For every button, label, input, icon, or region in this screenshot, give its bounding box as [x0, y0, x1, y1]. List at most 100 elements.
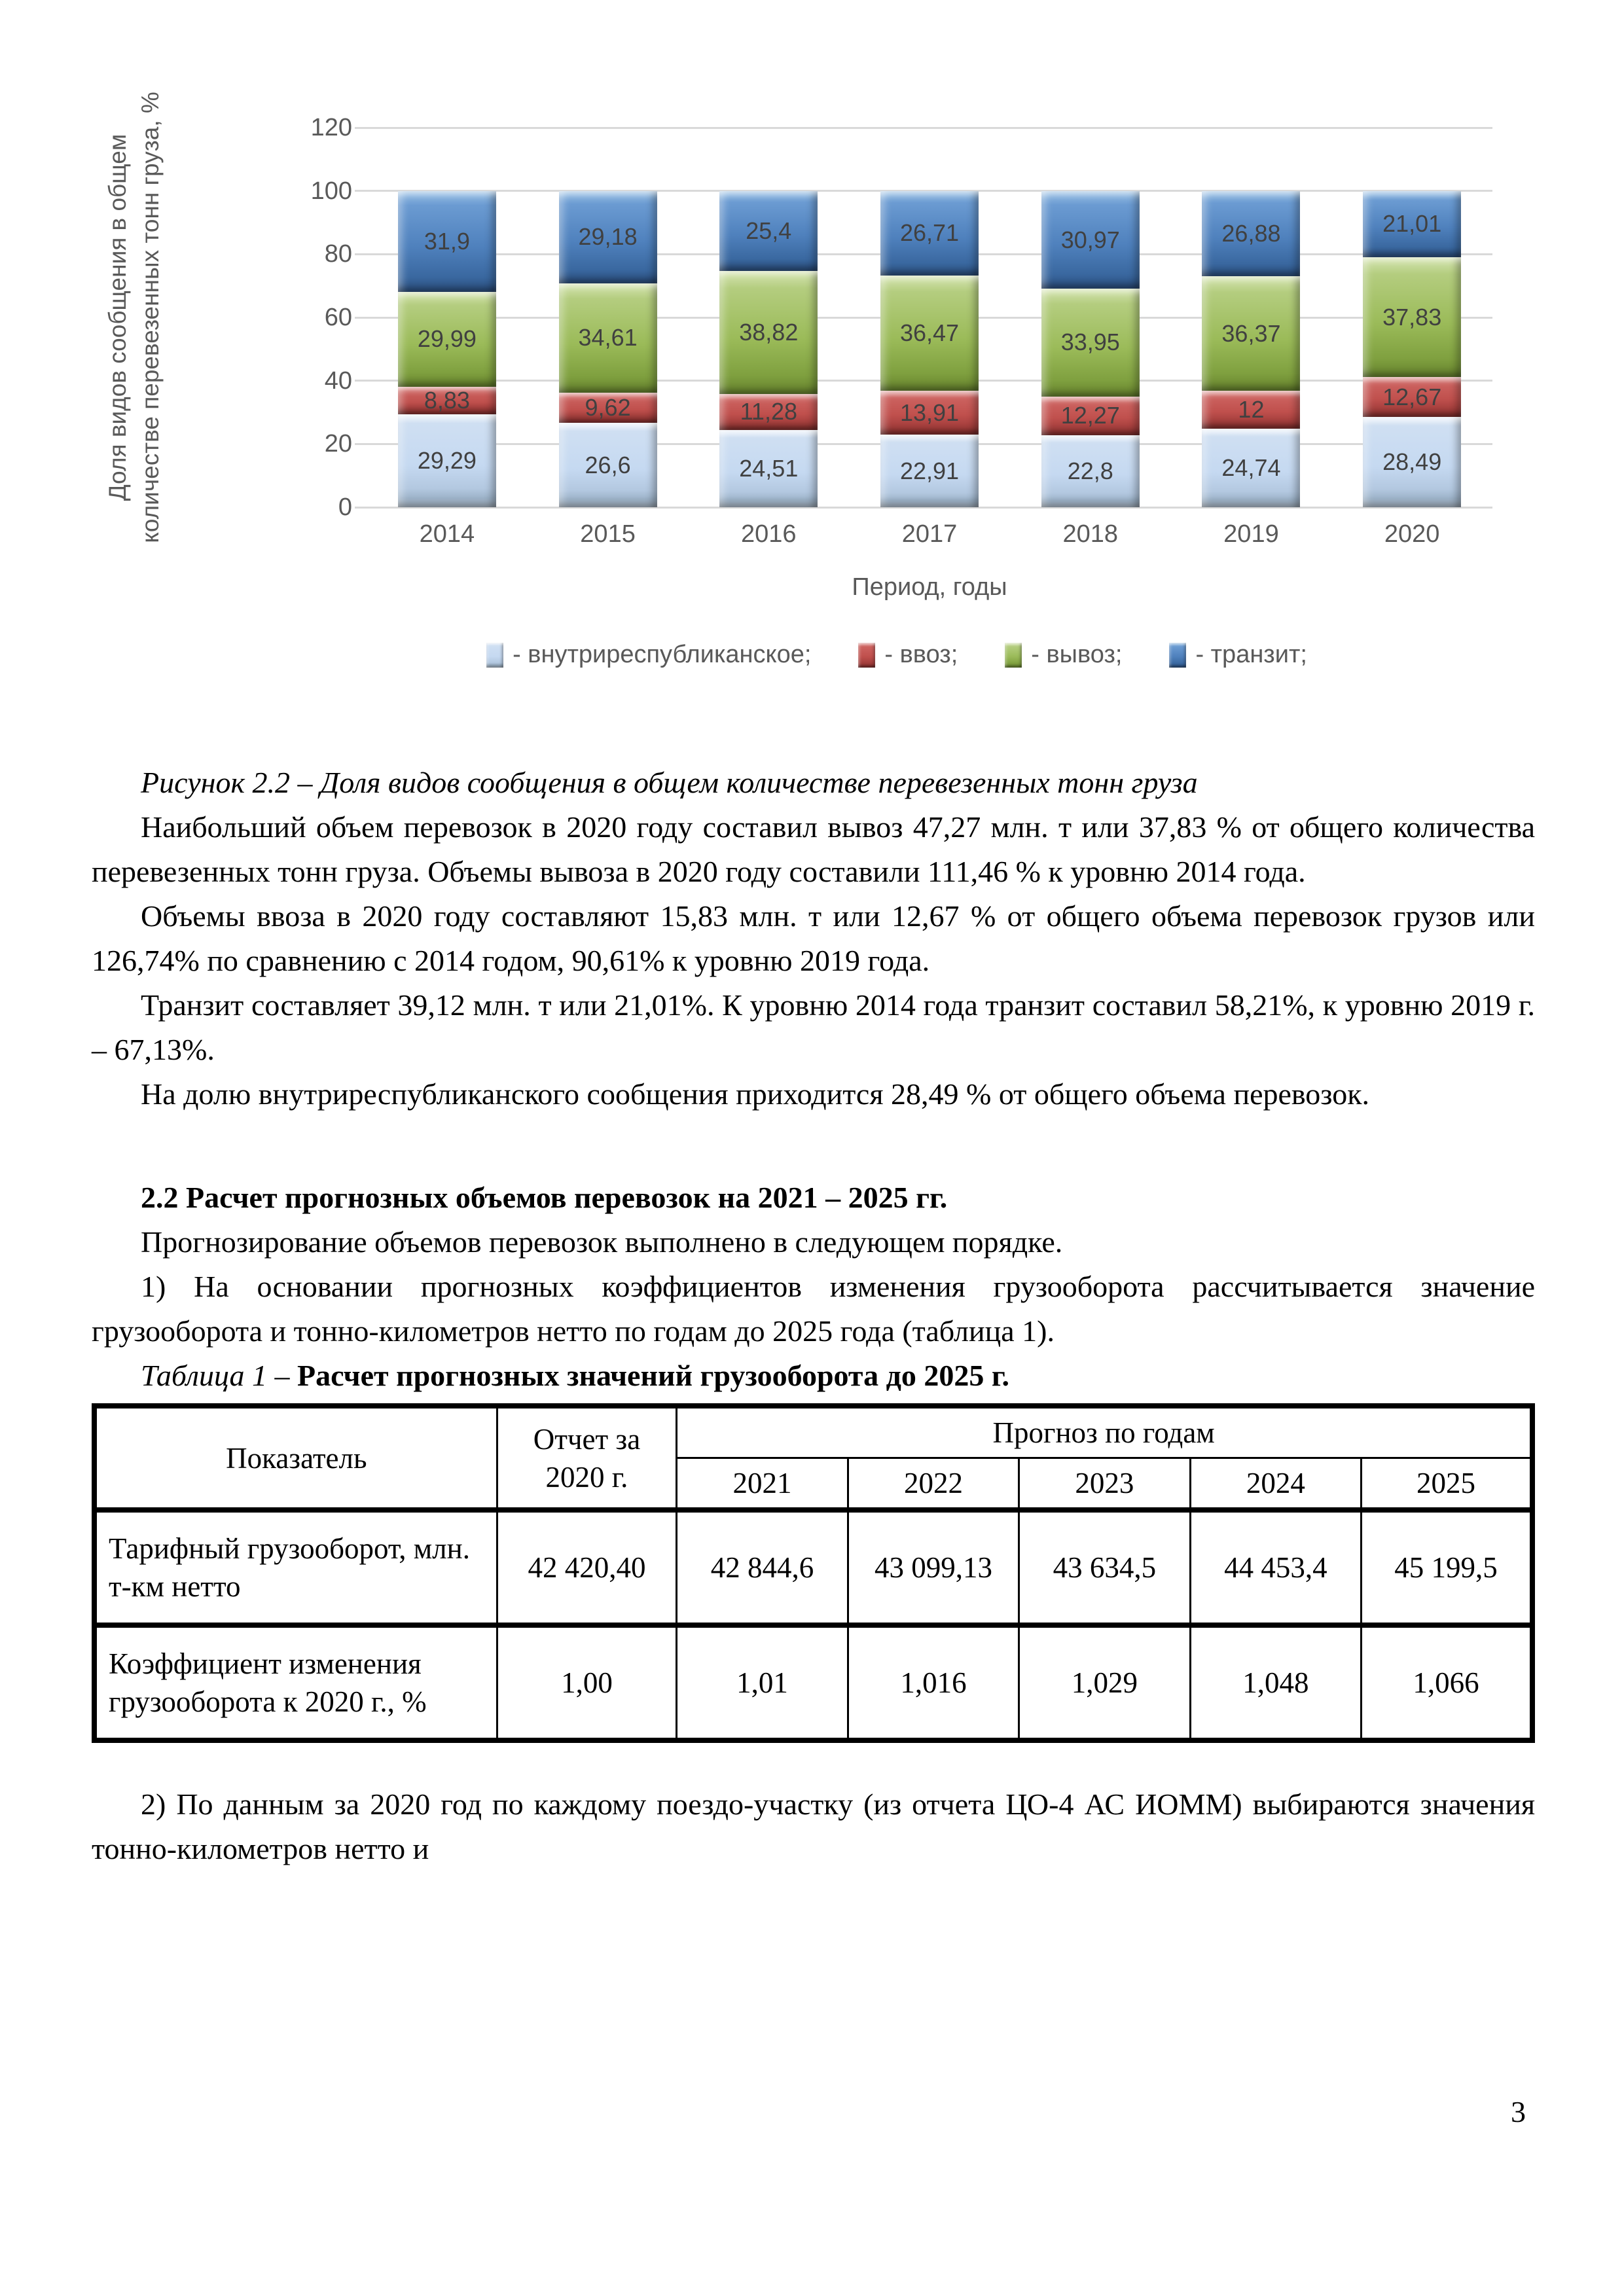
- section-heading: 2.2 Расчет прогнозных объемов перевозок …: [141, 1181, 948, 1214]
- x-tick-label: 2017: [901, 520, 958, 548]
- bar-segment-ввоз: 11,28: [719, 394, 818, 430]
- header-year: 2022: [846, 1457, 1020, 1511]
- bars: 31,9 29,99 8,83 29,29 29,18 34,61 9,62 26,6 25,4…: [367, 128, 1492, 507]
- x-tick-label: 2018: [1062, 520, 1118, 548]
- document-body: Рисунок 2.2 – Доля видов сообщения в общ…: [92, 761, 1535, 1871]
- bar-segment-внутриреспубликанское: 22,91: [880, 435, 979, 507]
- header-indicator: Показатель: [93, 1405, 498, 1511]
- header-year: 2023: [1018, 1457, 1191, 1511]
- bar-2016: 25,4 38,82 11,28 24,51: [688, 128, 849, 507]
- cell-value: 43 099,13: [846, 1507, 1020, 1626]
- bar-value-label: 13,91: [899, 399, 960, 426]
- y-axis-title-line1: Доля видов сообщения в общем: [104, 134, 131, 501]
- x-tick-label: 2014: [419, 520, 475, 548]
- bar-segment-транзит: 29,18: [558, 190, 657, 283]
- paragraph: Объемы ввоза в 2020 году составляют 15,8…: [92, 899, 1535, 977]
- bar-value-label: 36,47: [899, 319, 960, 346]
- bar-value-label: 22,91: [899, 457, 960, 484]
- bar-value-label: 30,97: [1060, 226, 1120, 253]
- header-forecast: Прогноз по годам: [676, 1405, 1534, 1459]
- legend-marker-vnutrirespublikanskoe-icon: [486, 642, 504, 668]
- bar-segment-вывоз: 38,82: [719, 271, 818, 395]
- legend-marker-vvoz-icon: [858, 642, 876, 668]
- y-tick-label: 40: [324, 367, 352, 395]
- bar-segment-внутриреспубликанское: 22,8: [1041, 435, 1140, 507]
- legend-marker-tranzit-icon: [1169, 642, 1187, 668]
- x-axis-title: Период, годы: [852, 573, 1007, 601]
- cell-value: 1,00: [496, 1623, 678, 1742]
- y-axis: 0 20 40 60 80 100 120: [170, 115, 367, 520]
- x-tick-label: 2015: [580, 520, 636, 548]
- legend-item: - транзит;: [1169, 641, 1307, 669]
- bar-segment-транзит: 21,01: [1363, 190, 1462, 258]
- bar-value-label: 29,99: [417, 325, 477, 353]
- page-number: 3: [1511, 2095, 1526, 2128]
- bar-value-label: 24,74: [1221, 454, 1281, 482]
- paragraph: 2) По данным за 2020 год по каждому поез…: [92, 1787, 1535, 1865]
- bar-2019: 26,88 36,37 12 24,74: [1171, 128, 1332, 507]
- y-axis-title: Доля видов сообщения в общем количестве …: [98, 92, 170, 543]
- legend-marker-vyvoz-icon: [1005, 642, 1022, 668]
- x-axis-labels: 2014 2015 2016 2017 2018 2019 2020: [367, 520, 1492, 548]
- legend-item: - внутриреспубликанское;: [486, 641, 811, 669]
- legend-label: - внутриреспубликанское;: [513, 641, 812, 668]
- table-years-row: 2021 2022 2023 2024 2025: [94, 1457, 1534, 1511]
- y-tick-label: 80: [324, 240, 352, 268]
- gridline: [355, 126, 1492, 129]
- bar-segment-транзит: 26,88: [1202, 190, 1301, 276]
- bar-segment-ввоз: 13,91: [880, 391, 979, 435]
- bar-segment-вывоз: 36,47: [880, 275, 979, 391]
- bar-2018: 30,97 33,95 12,27 22,8: [1010, 128, 1171, 507]
- bar-value-label: 11,28: [740, 398, 797, 425]
- legend-label: - вывоз;: [1031, 641, 1123, 668]
- header-report-2020: Отчет за 2020 г.: [496, 1405, 678, 1511]
- forecast-table: Показатель Отчет за 2020 г. Прогноз по г…: [92, 1403, 1535, 1743]
- table-row: Тарифный грузооборот, млн. т-км нетто 42…: [93, 1507, 1534, 1626]
- bar-value-label: 26,71: [899, 219, 960, 247]
- bar-segment-вывоз: 36,37: [1202, 276, 1301, 391]
- bar-segment-внутриреспубликанское: 24,51: [719, 429, 818, 507]
- bar-value-label: 29,18: [578, 223, 638, 251]
- cell-value: 1,066: [1360, 1623, 1534, 1742]
- legend-label: - транзит;: [1195, 641, 1307, 668]
- y-tick-label: 60: [324, 304, 352, 331]
- x-tick-label: 2020: [1384, 520, 1440, 548]
- bar-value-label: 38,82: [739, 319, 799, 346]
- bar-segment-транзит: 31,9: [397, 190, 496, 292]
- cell-value: 1,01: [676, 1623, 849, 1742]
- y-tick-label: 120: [310, 114, 352, 141]
- table-caption-number: Таблица 1 –: [141, 1359, 298, 1392]
- bar-2017: 26,71 36,47 13,91 22,91: [849, 128, 1010, 507]
- bar-value-label: 28,49: [1382, 448, 1442, 476]
- bar-value-label: 21,01: [1382, 210, 1442, 238]
- bar-segment-ввоз: 12: [1202, 391, 1301, 429]
- bar-value-label: 34,61: [578, 324, 638, 351]
- chart-legend: - внутриреспубликанское; - ввоз; - вывоз…: [301, 641, 1492, 669]
- cell-value: 43 634,5: [1018, 1507, 1191, 1626]
- cell-value: 45 199,5: [1360, 1507, 1534, 1626]
- header-year: 2024: [1189, 1457, 1363, 1511]
- cell-value: 44 453,4: [1189, 1507, 1363, 1626]
- cell-value: 1,016: [846, 1623, 1020, 1742]
- bar-segment-вывоз: 37,83: [1363, 257, 1462, 378]
- figure-caption: Рисунок 2.2 – Доля видов сообщения в общ…: [141, 766, 1198, 799]
- bar-2020: 21,01 37,83 12,67 28,49: [1331, 128, 1492, 507]
- bar-value-label: 12,67: [1382, 383, 1442, 410]
- bar-segment-транзит: 26,71: [880, 190, 979, 276]
- x-tick-label: 2019: [1223, 520, 1279, 548]
- paragraph: Наибольший объем перевозок в 2020 году с…: [92, 810, 1535, 888]
- row-label: Тарифный грузооборот, млн. т-км нетто: [93, 1507, 498, 1626]
- bar-value-label: 37,83: [1382, 303, 1442, 331]
- bar-value-label: 9,62: [585, 394, 631, 422]
- y-tick-label: 0: [338, 493, 352, 521]
- bar-value-label: 26,6: [585, 451, 631, 478]
- paragraph: Транзит составляет 39,12 млн. т или 21,0…: [92, 988, 1535, 1066]
- bar-value-label: 33,95: [1060, 329, 1120, 356]
- bar-segment-ввоз: 8,83: [397, 386, 496, 415]
- y-tick-label: 20: [324, 430, 352, 458]
- bar-segment-вывоз: 34,61: [558, 283, 657, 393]
- bar-segment-внутриреспубликанское: 28,49: [1363, 417, 1462, 507]
- x-tick-label: 2016: [741, 520, 797, 548]
- table-caption-title: Расчет прогнозных значений грузооборота …: [297, 1359, 1010, 1392]
- paragraph: 1) На основании прогнозных коэффициентов…: [92, 1270, 1535, 1348]
